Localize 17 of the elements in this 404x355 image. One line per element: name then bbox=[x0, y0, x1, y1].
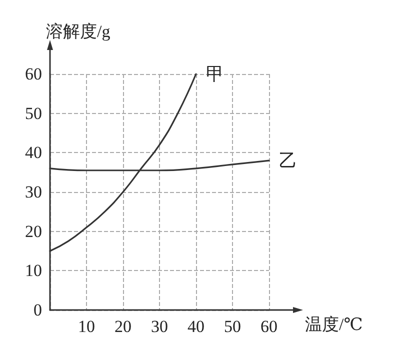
y-tick-label: 10 bbox=[25, 261, 42, 280]
y-tick-label: 50 bbox=[25, 104, 42, 123]
x-axis-title: 温度/℃ bbox=[305, 315, 363, 334]
x-tick-label: 60 bbox=[260, 317, 278, 336]
series-label: 乙 bbox=[279, 150, 297, 171]
series-label: 甲 bbox=[206, 64, 224, 84]
x-tick-label: 30 bbox=[151, 317, 168, 336]
y-tick-label: 20 bbox=[25, 222, 42, 241]
y-axis-title: 溶解度/g bbox=[46, 22, 111, 41]
x-tick-label: 10 bbox=[78, 317, 95, 336]
y-tick-label: 30 bbox=[25, 182, 42, 202]
x-tick-label: 20 bbox=[114, 317, 132, 336]
x-tick-label: 40 bbox=[188, 317, 204, 336]
x-tick-label: 50 bbox=[224, 317, 241, 336]
y-tick-label: 0 bbox=[34, 300, 42, 320]
y-tick-label: 40 bbox=[25, 143, 42, 162]
y-tick-label: 60 bbox=[25, 64, 42, 84]
